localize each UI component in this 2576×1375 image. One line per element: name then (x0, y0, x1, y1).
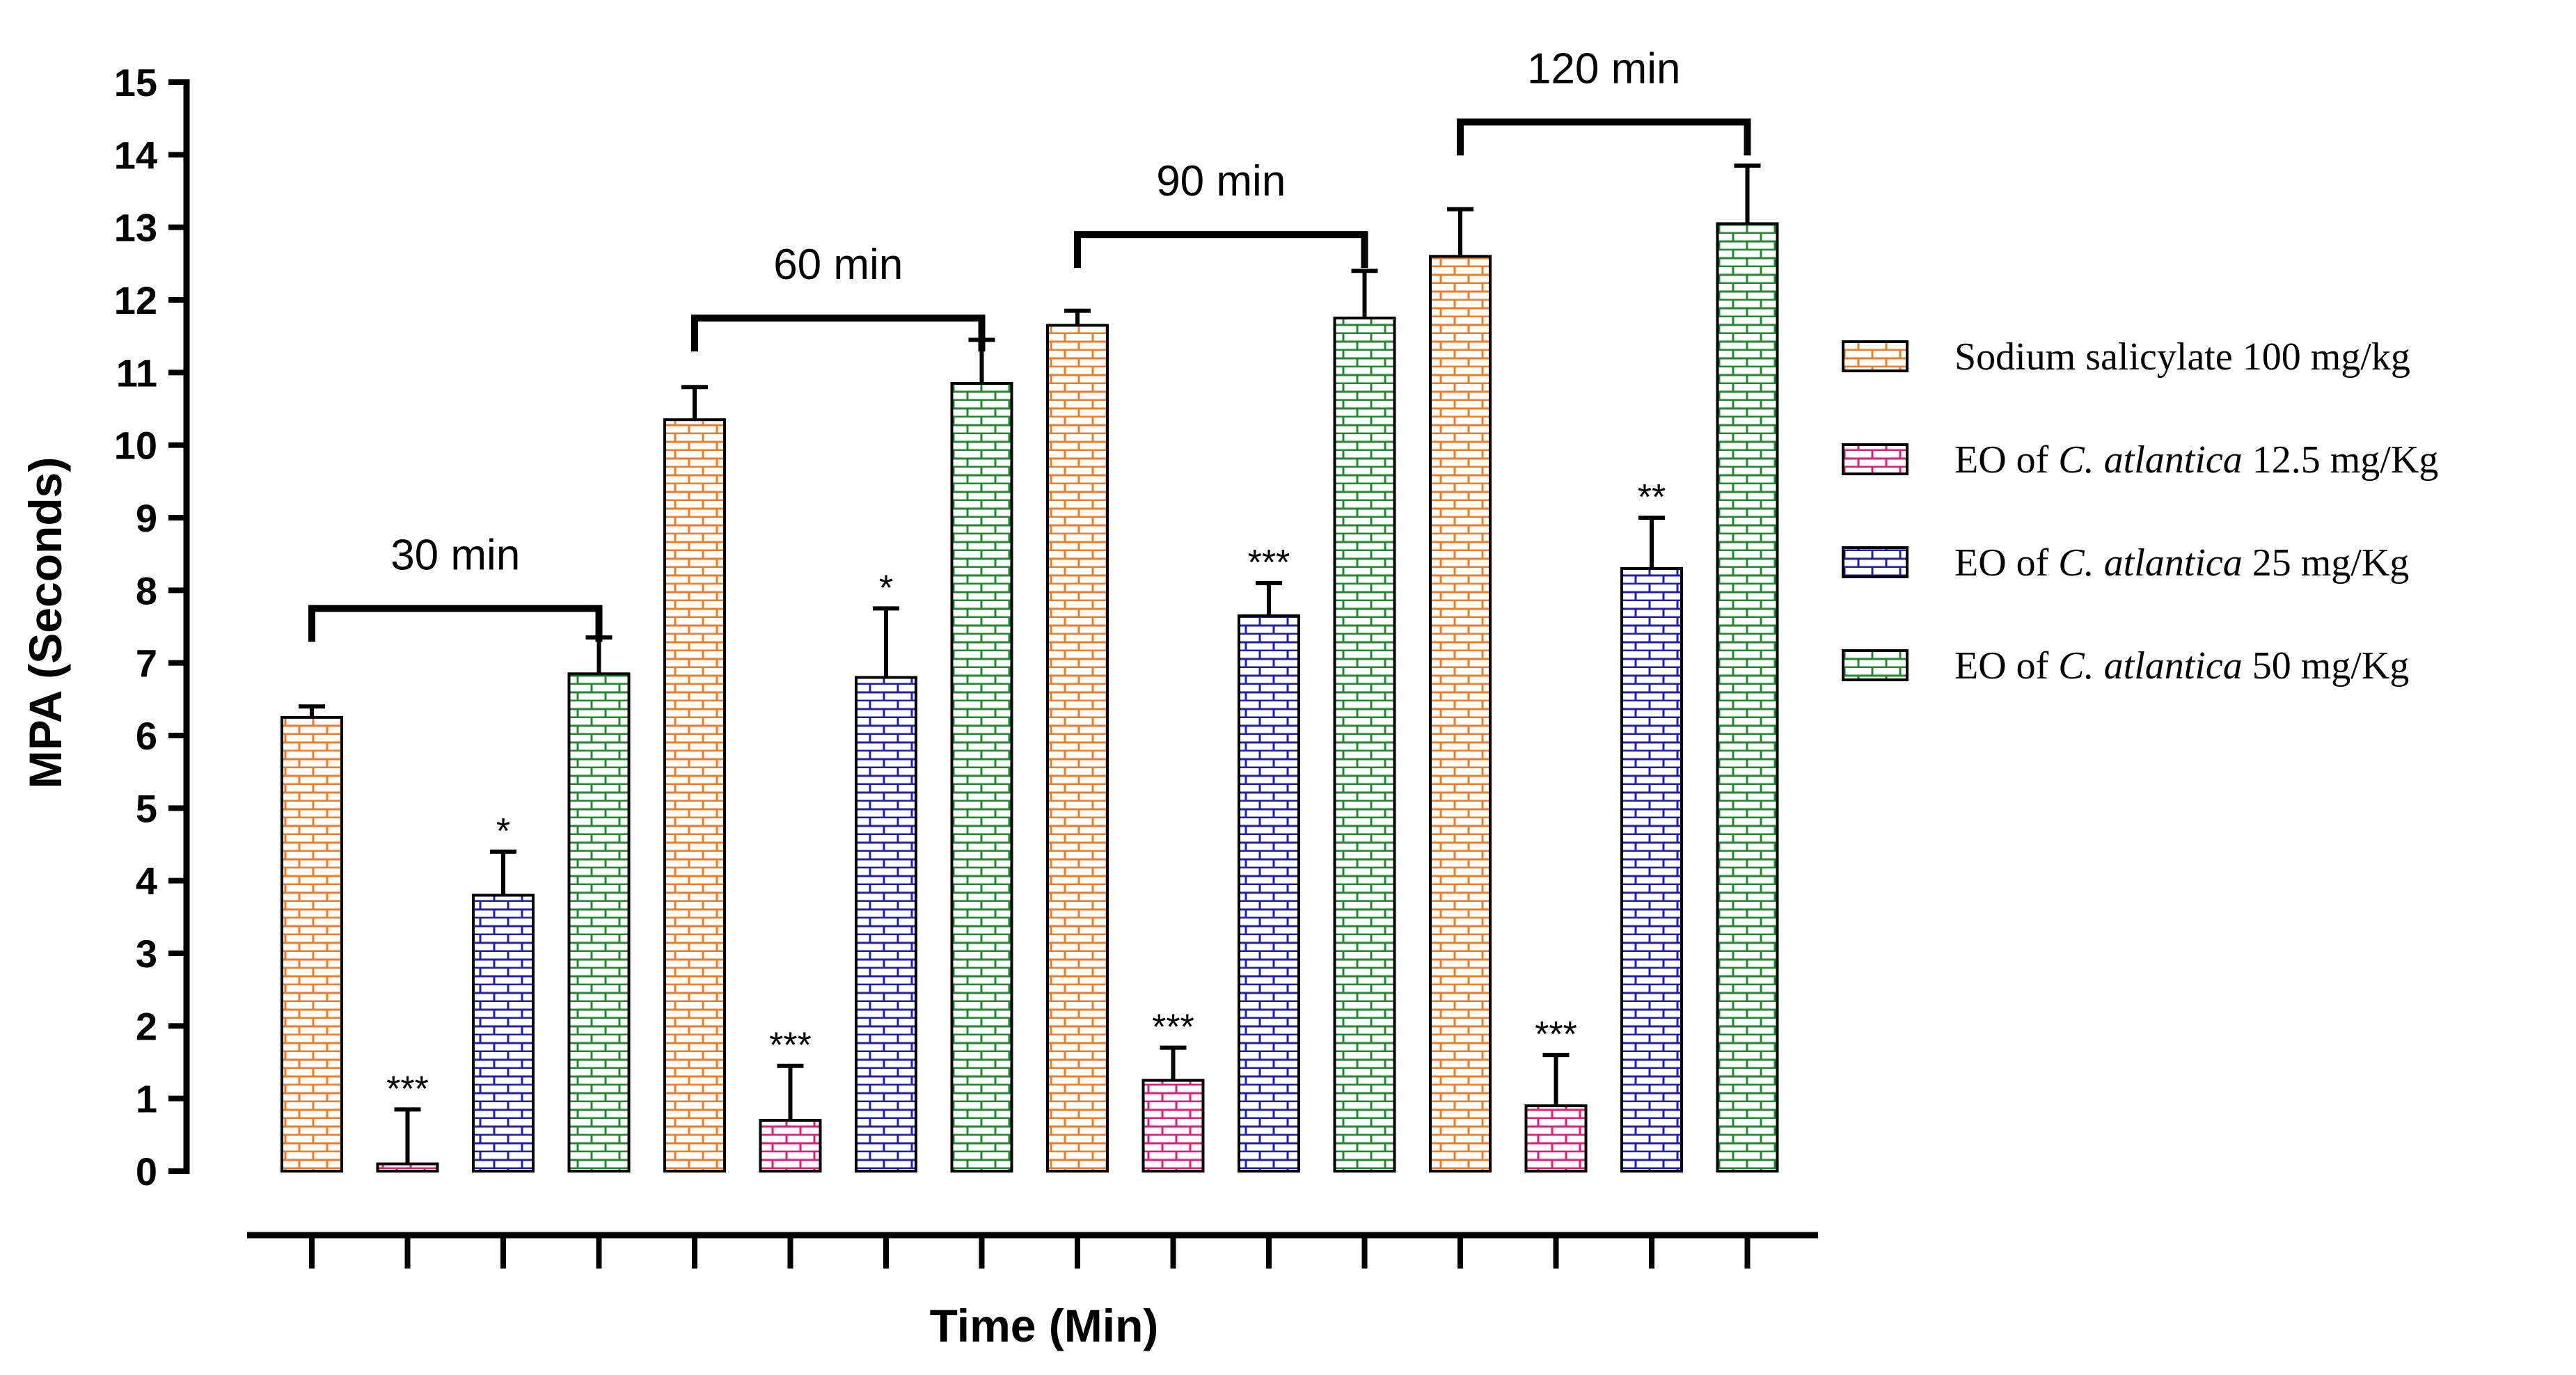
significance-label: *** (1535, 1015, 1577, 1055)
significance-label: *** (769, 1026, 812, 1066)
group-bracket (691, 315, 986, 352)
group-label: 90 min (1156, 157, 1286, 205)
bar (376, 1162, 439, 1173)
significance-label: * (879, 568, 893, 608)
y-tick-label: 0 (136, 1150, 157, 1193)
legend-swatch (1842, 649, 1909, 681)
y-tick-label: 11 (116, 351, 157, 395)
group-bracket (1074, 231, 1368, 269)
bar (567, 672, 631, 1173)
group-brackets: 30 min 60 min 90 min 120 min (308, 45, 1751, 642)
y-tick-label: 3 (136, 932, 157, 976)
bar (1620, 567, 1683, 1173)
y-tick-label: 9 (136, 496, 157, 540)
bar (855, 676, 917, 1173)
y-tick-label: 6 (136, 714, 157, 758)
legend-label: EO of C. atlantica 12.5 mg/Kg (1954, 438, 2438, 482)
y-tick-label: 4 (136, 859, 157, 903)
bar (1716, 222, 1779, 1173)
legend-swatch (1842, 443, 1909, 475)
bar (1141, 1079, 1205, 1173)
significance-label: ** (1638, 477, 1666, 518)
significance-label: *** (1248, 543, 1290, 583)
y-tick-label: 5 (136, 786, 157, 830)
bars: ******************* (280, 163, 1779, 1173)
bar (759, 1118, 822, 1173)
group-label: 30 min (390, 531, 520, 579)
y-tick-label: 1 (136, 1077, 157, 1121)
bar (663, 418, 726, 1173)
bar (1524, 1104, 1588, 1173)
bar (1046, 324, 1109, 1173)
legend: Sodium salicylate 100 mg/kg EO of C. atla… (1842, 335, 2438, 688)
y-tick-label: 14 (114, 133, 157, 177)
y-tick-label: 10 (114, 424, 157, 468)
group-bracket (1457, 118, 1751, 156)
bar (1429, 255, 1492, 1173)
x-axis (247, 1232, 1818, 1269)
group-label: 60 min (773, 241, 903, 289)
y-tick-label: 2 (136, 1004, 157, 1048)
y-tick-label: 7 (136, 642, 157, 685)
group-bracket (308, 605, 603, 642)
x-axis-title: Time (Min) (930, 1300, 1159, 1351)
significance-label: *** (386, 1069, 429, 1109)
y-tick-label: 15 (114, 61, 157, 104)
legend-label: EO of C. atlantica 50 mg/Kg (1954, 644, 2409, 688)
legend-label: EO of C. atlantica 25 mg/Kg (1954, 541, 2409, 585)
y-tick-label: 8 (136, 569, 157, 612)
bar (280, 715, 343, 1173)
y-tick-label: 13 (114, 206, 157, 250)
group-label: 120 min (1527, 45, 1681, 93)
legend-swatch (1842, 340, 1909, 372)
bar (1333, 317, 1396, 1173)
y-axis-title: MPA (Seconds) (19, 457, 71, 789)
significance-label: * (496, 811, 510, 852)
bar (1238, 614, 1300, 1173)
legend-swatch (1842, 546, 1909, 578)
significance-label: *** (1152, 1008, 1194, 1048)
legend-label: Sodium salicylate 100 mg/kg (1954, 335, 2410, 379)
y-tick-label: 12 (114, 278, 157, 322)
bar (472, 893, 535, 1173)
bar (950, 381, 1013, 1173)
